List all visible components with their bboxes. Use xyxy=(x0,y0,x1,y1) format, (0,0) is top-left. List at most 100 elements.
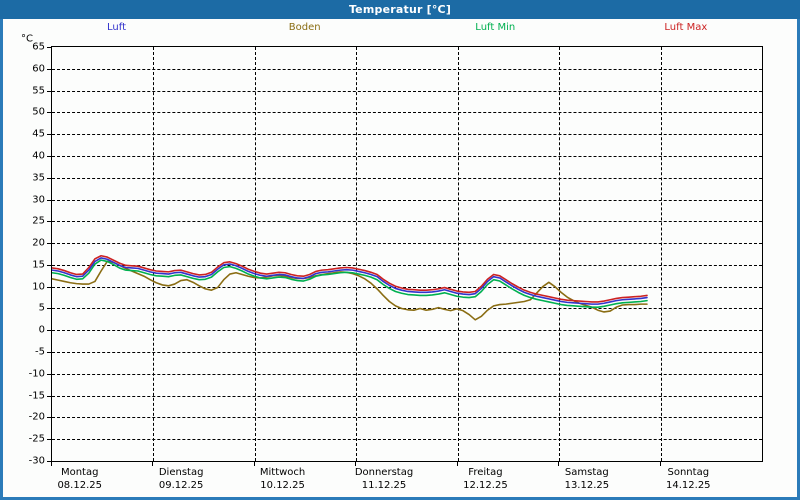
legend-item-boden: Boden xyxy=(288,22,321,33)
y-axis-tick-mark xyxy=(47,461,51,462)
window-title-bar: Temperatur [°C] xyxy=(0,0,800,19)
y-axis-tick-label: -10 xyxy=(28,368,45,380)
horizontal-gridline xyxy=(52,243,762,245)
y-axis-tick-mark xyxy=(47,417,51,419)
y-axis-tick-mark xyxy=(47,330,51,332)
y-axis-tick-mark xyxy=(47,68,51,70)
y-axis-tick-mark xyxy=(47,199,51,201)
x-axis-day-name: Mittwoch xyxy=(259,467,306,478)
vertical-gridline xyxy=(153,47,155,461)
legend-item-luft: Luft xyxy=(107,22,127,33)
series-line-luft xyxy=(52,257,648,305)
x-axis-day-name: Donnerstag xyxy=(354,467,414,478)
y-axis-tick-mark xyxy=(47,90,51,92)
y-axis-tick-label: 25 xyxy=(32,215,45,227)
y-axis-tick-mark xyxy=(47,352,51,354)
y-axis: 65 60 55 50 45 40 35 30 25 20 15 10 5 0 -5 -10 -15 -20 -25… xyxy=(3,42,51,467)
horizontal-gridline xyxy=(52,264,762,266)
horizontal-gridline xyxy=(52,134,762,136)
series-lines xyxy=(52,254,648,321)
y-axis-tick-label: -30 xyxy=(28,455,45,467)
x-axis-date: 14.12.25 xyxy=(666,480,711,491)
y-axis-tick-label: 50 xyxy=(32,106,45,118)
horizontal-gridline xyxy=(52,352,762,354)
y-axis-tick-label: 65 xyxy=(32,41,45,53)
y-axis-tick-label: 45 xyxy=(32,128,45,140)
y-axis-tick-label: -25 xyxy=(28,433,45,445)
x-axis-date: 09.12.25 xyxy=(158,480,204,491)
x-axis-date: 08.12.25 xyxy=(57,480,102,491)
y-axis-tick-mark xyxy=(47,264,51,266)
y-axis-tick-mark xyxy=(47,286,51,288)
x-axis-date: 12.12.25 xyxy=(463,480,508,491)
horizontal-gridline xyxy=(52,373,762,375)
vertical-gridline xyxy=(660,47,662,461)
x-axis-date: 11.12.25 xyxy=(361,480,407,491)
y-axis-tick-mark xyxy=(47,112,51,114)
horizontal-gridline xyxy=(52,439,762,441)
page-title: Temperatur [°C] xyxy=(348,3,452,16)
horizontal-gridline xyxy=(52,177,762,179)
y-axis-tick-label: 15 xyxy=(32,259,45,271)
x-axis-tick-mark xyxy=(659,462,661,466)
horizontal-gridline xyxy=(52,286,762,288)
x-axis-tick-label: Montag 08.12.25 xyxy=(57,467,102,492)
x-axis-tick-label: Donnerstag 11.12.25 xyxy=(355,467,413,492)
x-axis-tick-label: Samstag 13.12.25 xyxy=(565,467,610,492)
y-axis-tick-mark xyxy=(47,47,51,48)
y-axis-tick-label: -15 xyxy=(28,390,45,402)
vertical-gridline xyxy=(356,47,358,461)
legend-item-luft-min: Luft Min xyxy=(475,22,516,33)
y-axis-tick-mark xyxy=(47,395,51,397)
horizontal-gridline xyxy=(52,112,762,114)
x-axis-tick-label: Sonntag 14.12.25 xyxy=(666,467,711,492)
x-axis-date: 13.12.25 xyxy=(564,480,610,491)
x-axis-day-name: Montag xyxy=(60,467,99,478)
plot-area xyxy=(51,46,763,462)
x-axis-tick-label: Dienstag 09.12.25 xyxy=(159,467,204,492)
series-line-luft-max xyxy=(52,254,648,303)
x-axis-tick-mark xyxy=(355,462,357,466)
x-axis-day-name: Dienstag xyxy=(158,467,204,478)
y-axis-tick-label: 55 xyxy=(32,85,45,97)
horizontal-gridline xyxy=(52,221,762,223)
y-axis-tick-mark xyxy=(47,134,51,136)
x-axis-day-name: Sonntag xyxy=(667,467,710,478)
horizontal-gridline xyxy=(52,199,762,201)
y-axis-tick-label: 5 xyxy=(38,302,45,314)
horizontal-gridline xyxy=(52,68,762,70)
y-axis-tick-mark xyxy=(47,221,51,223)
y-axis-tick-label: 40 xyxy=(32,150,45,162)
x-axis-tick-mark xyxy=(152,462,154,466)
y-axis-tick-label: -5 xyxy=(35,346,45,358)
y-axis-tick-label: 20 xyxy=(32,237,45,249)
vertical-gridline xyxy=(254,47,256,461)
y-axis-tick-label: 35 xyxy=(32,172,45,184)
vertical-gridline xyxy=(457,47,459,461)
y-axis-tick-label: -20 xyxy=(28,411,45,423)
horizontal-gridline xyxy=(52,155,762,157)
x-axis-day-name: Samstag xyxy=(564,467,609,478)
horizontal-gridline xyxy=(52,90,762,92)
y-axis-tick-mark xyxy=(47,243,51,245)
x-axis-tick-label: Mittwoch 10.12.25 xyxy=(260,467,305,492)
y-axis-tick-label: 0 xyxy=(38,324,45,336)
chart-legend: Luft Boden Luft Min Luft Max xyxy=(3,19,797,39)
y-axis-unit-label: °C xyxy=(21,33,33,45)
x-axis-date: 10.12.25 xyxy=(260,480,305,491)
x-axis-tick-label: Freitag 12.12.25 xyxy=(463,467,508,492)
y-axis-tick-mark xyxy=(47,439,51,441)
y-axis-tick-mark xyxy=(47,308,51,310)
horizontal-gridline xyxy=(52,330,762,332)
y-axis-tick-mark xyxy=(47,373,51,375)
y-axis-tick-mark xyxy=(47,177,51,179)
horizontal-gridline xyxy=(52,417,762,419)
x-axis-tick-mark xyxy=(51,462,52,466)
y-axis-tick-mark xyxy=(47,155,51,157)
x-axis-tick-mark xyxy=(253,462,255,466)
x-axis-day-name: Freitag xyxy=(468,467,503,478)
y-axis-tick-label: 10 xyxy=(32,281,45,293)
horizontal-gridline xyxy=(52,395,762,397)
series-line-luft-min xyxy=(52,259,648,308)
